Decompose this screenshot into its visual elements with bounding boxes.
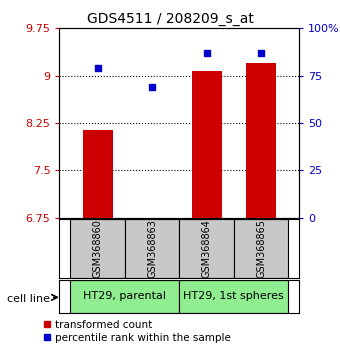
Text: GSM368864: GSM368864 bbox=[202, 219, 211, 278]
Bar bbox=[70, 280, 180, 313]
Text: cell line: cell line bbox=[7, 294, 50, 304]
Text: GDS4511 / 208209_s_at: GDS4511 / 208209_s_at bbox=[87, 12, 253, 27]
Bar bbox=[234, 219, 288, 278]
Bar bbox=[125, 219, 180, 278]
Text: GSM368860: GSM368860 bbox=[92, 219, 103, 278]
Bar bbox=[180, 280, 288, 313]
Bar bbox=[83, 130, 113, 218]
Text: GSM368863: GSM368863 bbox=[147, 219, 157, 278]
Text: HT29, parental: HT29, parental bbox=[83, 291, 166, 302]
Bar bbox=[180, 219, 234, 278]
Text: HT29, 1st spheres: HT29, 1st spheres bbox=[184, 291, 284, 302]
Text: GSM368865: GSM368865 bbox=[256, 219, 266, 278]
Bar bbox=[246, 63, 276, 218]
Bar bbox=[70, 219, 125, 278]
Bar bbox=[192, 70, 222, 218]
Legend: transformed count, percentile rank within the sample: transformed count, percentile rank withi… bbox=[39, 315, 235, 347]
